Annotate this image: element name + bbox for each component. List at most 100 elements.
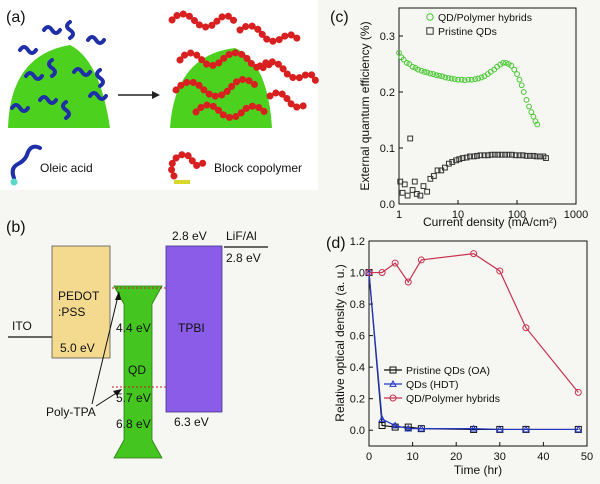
legend-marker	[389, 394, 397, 402]
polymer-chain	[176, 49, 276, 72]
data-point	[474, 152, 480, 159]
data-point	[518, 82, 525, 89]
chart-d-ylabel: Relative optical density (a. u.)	[333, 264, 347, 421]
data-point	[496, 267, 504, 275]
y-tick-label: 0.0	[380, 199, 395, 211]
ligand	[72, 67, 92, 77]
y-tick-label: 0.0	[350, 425, 365, 437]
data-point	[442, 74, 449, 81]
panel-c: (c) 1 10 100 1000 0.0 0.1 0.2 0.3 QD/Polymer hy…	[330, 7, 588, 229]
polymer-chain	[236, 22, 304, 46]
chart-c-xlabel: Current density (mA/cm²)	[423, 215, 557, 229]
tpbi-bottom-level: 6.3 eV	[174, 415, 209, 429]
polymer-chain	[168, 10, 240, 31]
tpbi-label: TPBI	[178, 321, 205, 335]
data-point	[417, 424, 426, 432]
chart-c-ylabel: External quantum efficiency (%)	[358, 21, 372, 190]
poly-tpa-pointer-lower	[95, 391, 119, 407]
panel-d-label: (d)	[326, 235, 346, 252]
legend-marker	[426, 27, 434, 35]
series-2	[365, 250, 582, 396]
ito-label: ITO	[12, 319, 32, 333]
data-point	[404, 423, 412, 431]
data-point	[475, 75, 482, 82]
legend-block-copolymer: Block copolymer	[167, 151, 302, 184]
qd-mid-level: 5.7 eV	[116, 391, 151, 405]
y-tick-label: 0.2	[350, 394, 365, 406]
ligand	[61, 100, 71, 120]
data-point	[378, 269, 386, 277]
legend-oleic-acid: Oleic acid	[10, 144, 93, 186]
x-tick-label: 10	[452, 209, 464, 221]
data-point	[470, 153, 477, 160]
data-point	[417, 192, 424, 199]
ligand	[88, 91, 108, 101]
data-point	[465, 76, 472, 83]
data-point	[378, 422, 386, 429]
pedot-label-line2: :PSS	[58, 305, 85, 319]
pedot-level-label: 5.0 eV	[60, 341, 95, 355]
panel-a: (a)	[0, 0, 320, 190]
legend-label: QD/Polymer hybrids	[406, 393, 500, 405]
polymer-chains	[168, 10, 320, 121]
data-point	[534, 121, 541, 128]
pedot-pss-block	[51, 245, 111, 359]
panel-c-label: (c)	[330, 9, 349, 26]
ligand	[86, 35, 106, 45]
oleic-ligands	[10, 20, 108, 120]
chart-d-legend: Pristine QDs (OA) QDs (HDT) QD/Polymer hyb…	[384, 365, 500, 405]
poly-tpa-pointer-upper	[91, 295, 119, 405]
y-tick-label: 0.3	[380, 31, 395, 43]
data-point	[498, 151, 505, 158]
arrow-head	[152, 91, 160, 99]
polymer-chain	[192, 101, 272, 121]
data-point	[459, 155, 466, 161]
data-point	[533, 153, 540, 160]
y-tick-label: 0.1	[380, 143, 395, 155]
data-point	[495, 425, 504, 433]
oleic-head-icon	[10, 178, 18, 186]
data-point	[495, 151, 502, 158]
x-tick-label: 0	[366, 451, 372, 463]
ligand	[24, 71, 44, 81]
polymer-chain	[266, 89, 310, 111]
data-point	[399, 189, 406, 196]
qd-label: QD	[128, 363, 146, 377]
legend-block-label: Block copolymer	[214, 161, 302, 175]
y-tick-label: 0.6	[350, 331, 365, 343]
data-point	[458, 76, 465, 83]
data-point	[403, 59, 410, 66]
data-point	[418, 67, 425, 74]
data-point	[500, 59, 506, 66]
chart-d-ticks: 0 10 20 30 40 50 0.0 0.2 0.4 0.6 0.8 1.0 1.2	[350, 236, 593, 463]
data-point	[523, 152, 530, 159]
legend-oleic-label: Oleic acid	[40, 161, 93, 175]
data-point	[439, 73, 446, 80]
y-tick-label: 0.4	[350, 362, 365, 374]
pedot-label-line1: PEDOT	[58, 289, 100, 303]
data-point	[445, 75, 452, 81]
data-point	[526, 152, 533, 159]
data-point	[391, 259, 399, 267]
ligand	[38, 95, 58, 105]
chart-d-xlabel: Time (hr)	[454, 463, 502, 477]
y-tick-label: 0.2	[380, 87, 395, 99]
data-point	[434, 167, 441, 174]
ligand	[65, 20, 75, 40]
legend-label: QD/Polymer hybrids	[438, 12, 532, 24]
panel-b: (b) ITO PEDOT :PSS 5.0 eV 4.4 eV QD 5.7 …	[6, 219, 268, 459]
data-point	[574, 425, 583, 433]
qd-top-level: 4.4 eV	[116, 321, 151, 335]
data-point	[508, 62, 515, 69]
ligand	[10, 103, 30, 113]
data-point	[520, 89, 527, 95]
data-point	[436, 72, 443, 79]
tpbi-top-level: 2.8 eV	[172, 229, 207, 243]
data-point	[477, 152, 484, 159]
polymer-chain	[172, 76, 262, 100]
data-point	[514, 71, 520, 77]
data-point	[396, 49, 402, 56]
chart-d-frame	[368, 240, 588, 447]
data-point	[502, 151, 509, 158]
data-point	[516, 76, 523, 83]
